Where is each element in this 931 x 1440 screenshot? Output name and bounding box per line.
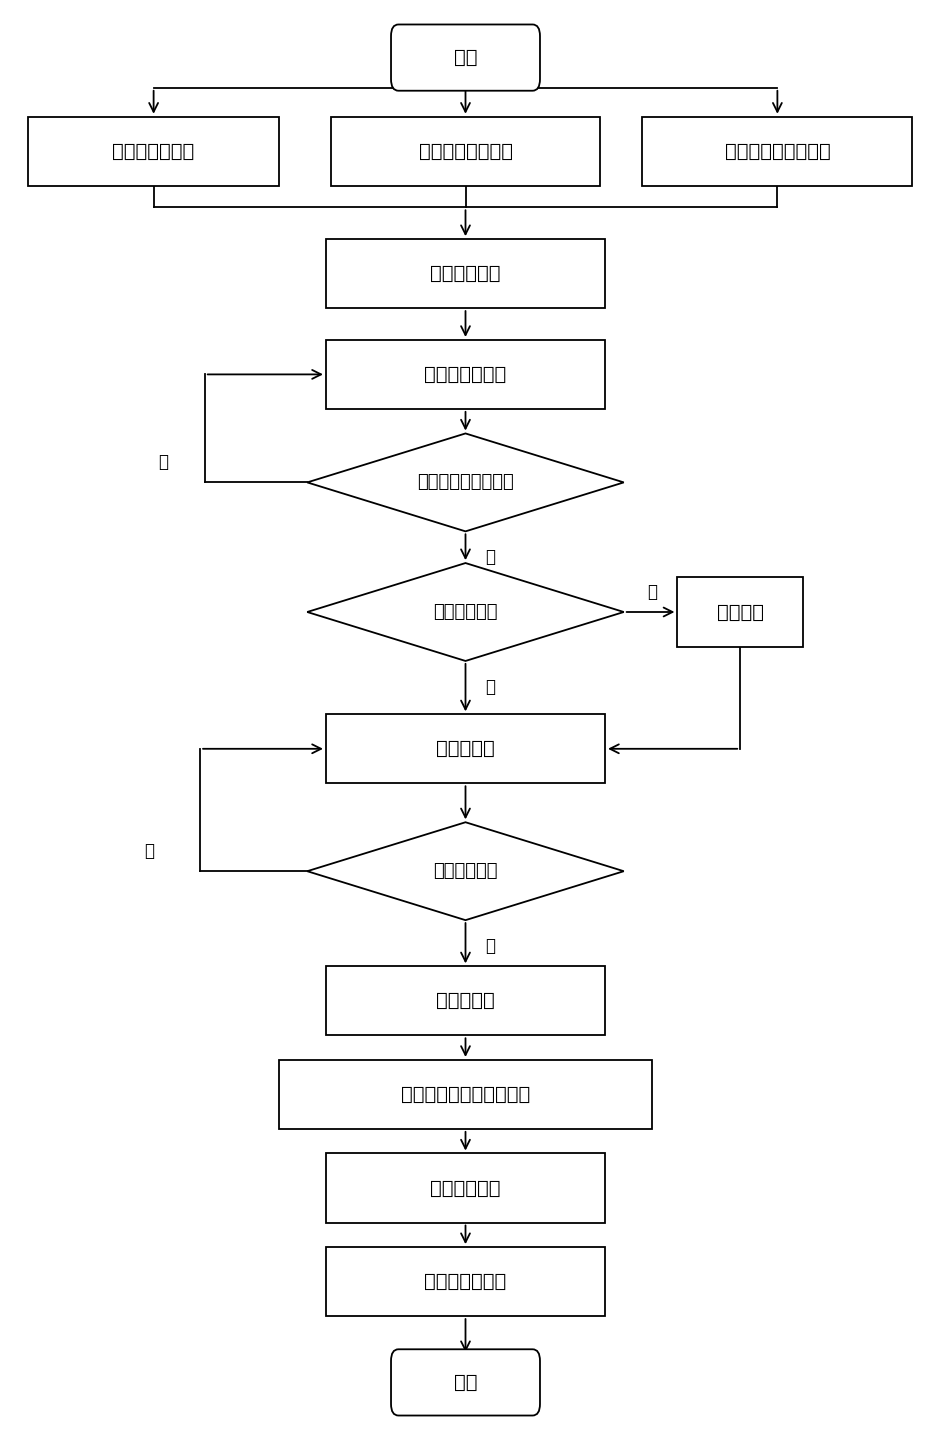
Text: 安装图号自动提取及标注: 安装图号自动提取及标注 xyxy=(401,1084,530,1104)
Bar xyxy=(326,1247,605,1316)
Bar xyxy=(326,714,605,783)
Bar xyxy=(678,577,803,647)
Text: 悬挂点及跨距调整？: 悬挂点及跨距调整？ xyxy=(417,474,514,491)
Text: 汇流排布置: 汇流排布置 xyxy=(436,991,495,1011)
Text: 否: 否 xyxy=(485,678,494,696)
Bar xyxy=(326,239,605,308)
Bar xyxy=(326,340,605,409)
Text: 接触网专业数据设置: 接触网专业数据设置 xyxy=(724,141,830,161)
Bar xyxy=(642,117,912,186)
Bar xyxy=(326,966,605,1035)
Text: 是: 是 xyxy=(647,583,656,600)
Text: 图幅布局及裁剪: 图幅布局及裁剪 xyxy=(425,1272,506,1292)
Polygon shape xyxy=(307,563,624,661)
Text: 否: 否 xyxy=(144,842,154,860)
Bar xyxy=(279,1060,652,1129)
Polygon shape xyxy=(307,433,624,531)
Text: 线路平面图清理: 线路平面图清理 xyxy=(113,141,195,161)
Bar xyxy=(331,117,600,186)
Bar xyxy=(326,1153,605,1223)
Text: 开始: 开始 xyxy=(453,48,478,68)
Polygon shape xyxy=(307,822,624,920)
Text: 岔线设计: 岔线设计 xyxy=(717,602,763,622)
Text: 是否有岔线？: 是否有岔线？ xyxy=(433,603,498,621)
Text: 是: 是 xyxy=(485,937,494,955)
Text: 拉出值合适？: 拉出值合适？ xyxy=(433,863,498,880)
Bar xyxy=(28,117,279,186)
FancyBboxPatch shape xyxy=(391,24,540,91)
Text: 拉出值计算: 拉出值计算 xyxy=(436,739,495,759)
Text: 锚段智能划分: 锚段智能划分 xyxy=(430,264,501,284)
Text: 工程数量统计: 工程数量统计 xyxy=(430,1178,501,1198)
Text: 悬挂点智能布置: 悬挂点智能布置 xyxy=(425,364,506,384)
Text: 是: 是 xyxy=(158,454,168,471)
Text: 否: 否 xyxy=(485,549,494,566)
FancyBboxPatch shape xyxy=(391,1349,540,1416)
Text: 站前基础数据整理: 站前基础数据整理 xyxy=(419,141,512,161)
Text: 结束: 结束 xyxy=(453,1372,478,1392)
